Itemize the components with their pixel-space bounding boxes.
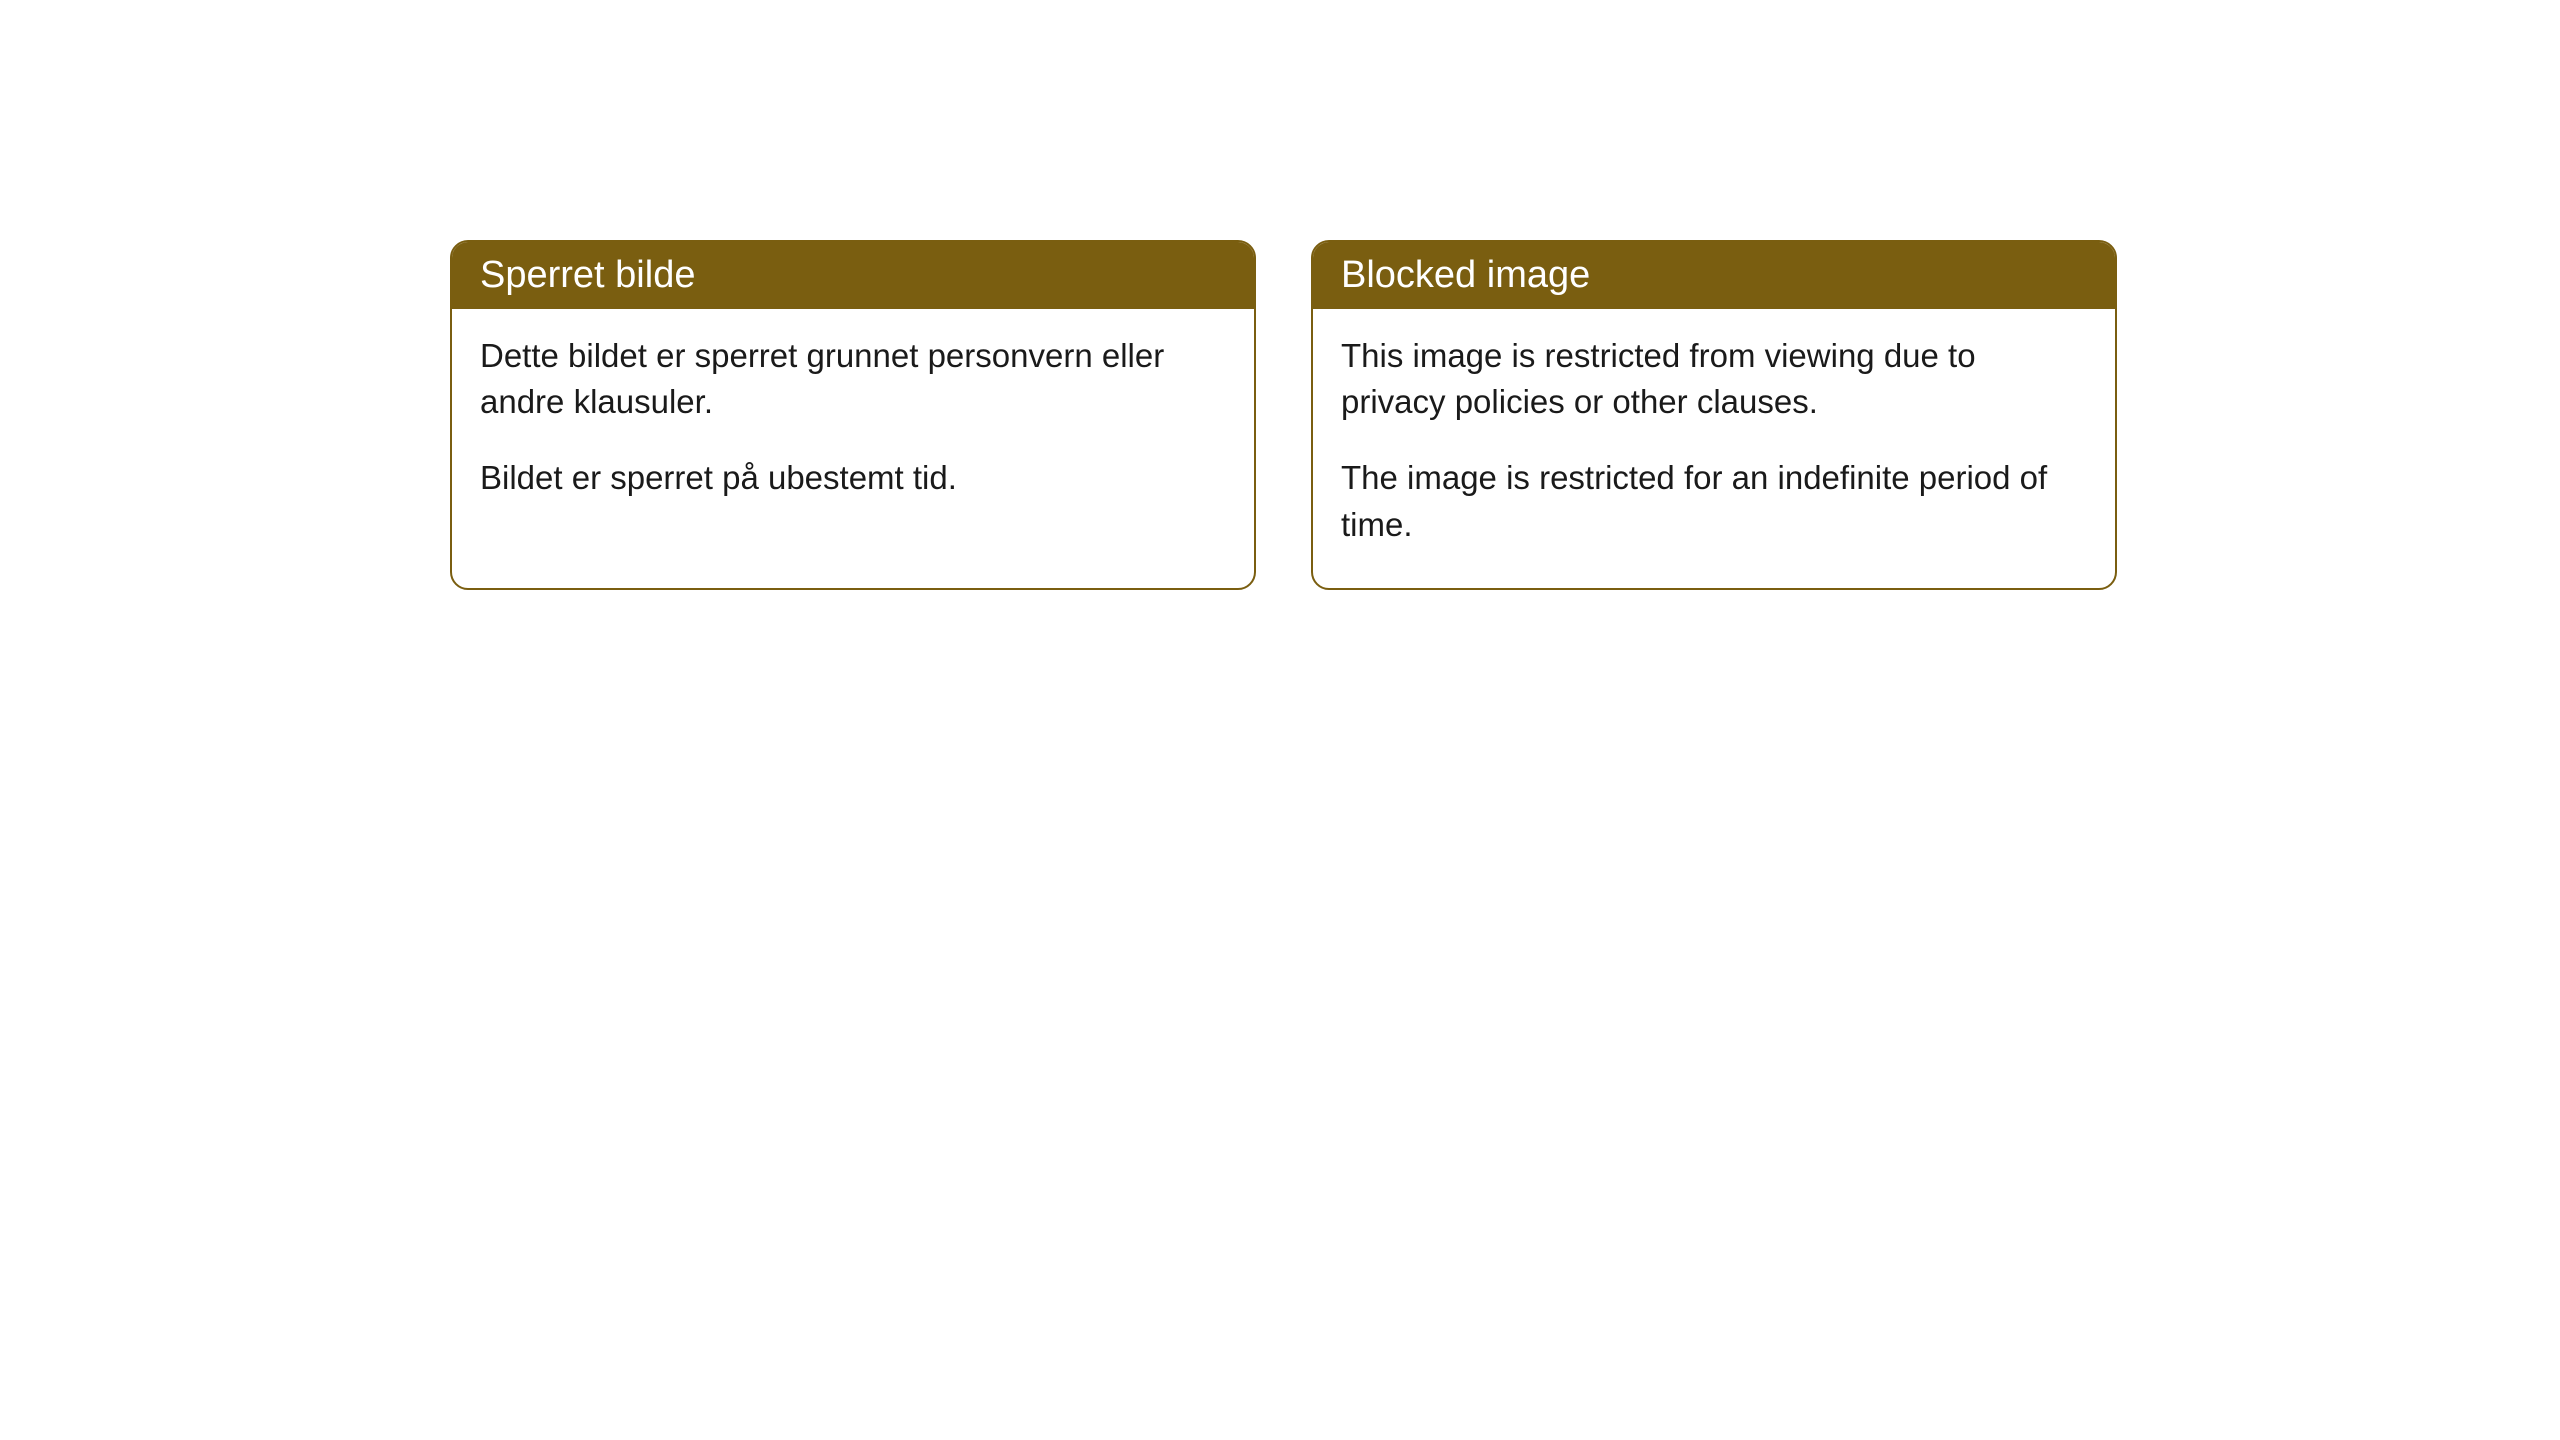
card-paragraph: This image is restricted from viewing du…	[1341, 333, 2087, 425]
card-body-english: This image is restricted from viewing du…	[1313, 309, 2115, 588]
card-title: Blocked image	[1341, 254, 1590, 296]
card-paragraph: The image is restricted for an indefinit…	[1341, 455, 2087, 547]
card-body-norwegian: Dette bildet er sperret grunnet personve…	[452, 309, 1254, 542]
card-paragraph: Bildet er sperret på ubestemt tid.	[480, 455, 1226, 501]
info-card-norwegian: Sperret bilde Dette bildet er sperret gr…	[450, 240, 1256, 590]
info-cards-container: Sperret bilde Dette bildet er sperret gr…	[450, 240, 2560, 590]
card-paragraph: Dette bildet er sperret grunnet personve…	[480, 333, 1226, 425]
card-title: Sperret bilde	[480, 254, 695, 296]
card-header-norwegian: Sperret bilde	[452, 242, 1254, 309]
card-header-english: Blocked image	[1313, 242, 2115, 309]
info-card-english: Blocked image This image is restricted f…	[1311, 240, 2117, 590]
